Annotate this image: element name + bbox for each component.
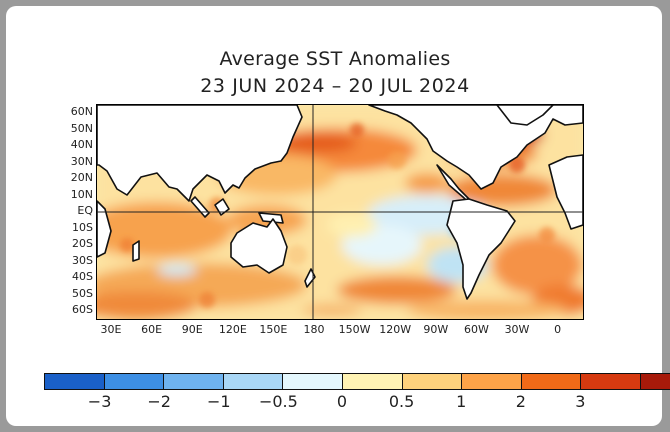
colorbar-label: 3: [575, 392, 586, 411]
colorbar-label: 0.5: [388, 392, 415, 411]
lat-tick-label: 50S: [72, 286, 93, 300]
colorbar-swatch: [342, 374, 403, 389]
colorbar-label: 0: [336, 392, 348, 411]
colorbar-label: −2: [147, 392, 171, 411]
colorbar-label: −3: [87, 392, 112, 411]
lon-tick-label: 120E: [218, 323, 247, 336]
lat-tick-label: 40S: [72, 270, 93, 283]
map-canvas: [97, 105, 583, 319]
lon-tick-label: 150E: [259, 323, 288, 336]
colorbar-label: −1: [207, 392, 231, 411]
lat-tick-label: 20S: [72, 237, 93, 250]
lon-tick-label: 120W: [379, 323, 412, 336]
colorbar-label: 1: [456, 392, 467, 411]
colorbar-swatch: [402, 374, 463, 389]
lat-tick-label: 30S: [72, 253, 93, 267]
lon-tick-label: 90W: [423, 323, 449, 336]
colorbar-label: 2: [515, 392, 526, 411]
lat-tick-label: 60N: [70, 105, 93, 118]
lat-tick-label: 50N: [70, 121, 93, 135]
lat-tick-label: 40N: [70, 138, 93, 151]
colorbar-swatch: [45, 374, 105, 389]
lon-tick-label: 30E: [100, 323, 122, 336]
continents: [97, 105, 583, 300]
colorbar-swatch: [581, 374, 641, 389]
lat-tick-label: EQ: [77, 204, 93, 217]
lat-tick-label: 60S: [72, 303, 93, 316]
colorbar-swatch: [640, 374, 670, 389]
date-range-title: 23 JUN 2024 – 20 JUL 2024: [200, 75, 470, 97]
lon-tick-label: 90E: [181, 323, 203, 336]
colorbar-swatch: [521, 374, 582, 389]
lon-tick-label: 0: [554, 323, 562, 336]
sst-anomaly-map: [96, 104, 584, 320]
colorbar-swatch: [462, 374, 522, 389]
lat-tick-label: 10N: [70, 187, 93, 201]
lon-tick-label: 60W: [463, 323, 489, 336]
lon-tick-label: 150W: [338, 323, 371, 336]
colorbar-swatch: [164, 374, 224, 389]
colorbar-swatch: [104, 374, 165, 389]
lat-tick-label: 10S: [72, 220, 93, 234]
colorbar: [44, 373, 670, 390]
lat-tick-label: 30N: [70, 154, 93, 168]
lon-tick-label: 180: [303, 323, 325, 336]
lon-tick-label: 60E: [141, 323, 163, 336]
colorbar-swatch: [223, 374, 284, 389]
lon-tick-label: 30W: [504, 323, 530, 336]
lat-tick-label: 20N: [70, 171, 93, 184]
colorbar-swatch: [283, 374, 343, 389]
colorbar-label: −0.5: [258, 392, 298, 411]
chart-title: Average SST Anomalies: [219, 48, 451, 70]
